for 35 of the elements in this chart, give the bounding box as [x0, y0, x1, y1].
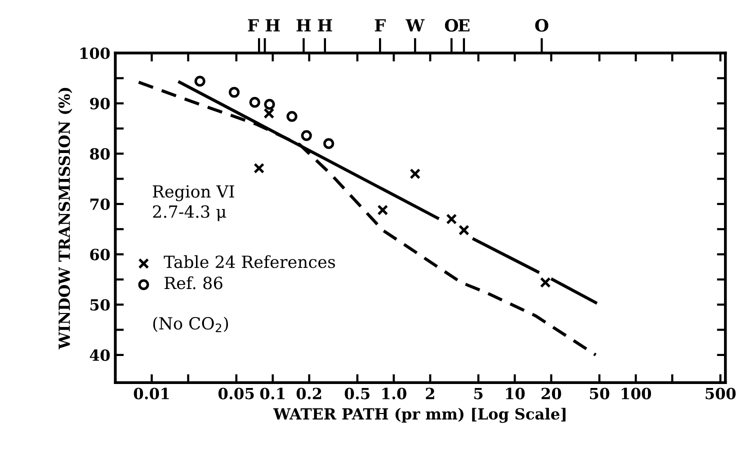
- x-tick-label: 0.05: [218, 388, 254, 400]
- ref-line-label: H: [318, 19, 332, 32]
- x-tick-label: 500: [706, 388, 736, 400]
- x-tick-label: 0.5: [344, 388, 370, 400]
- x-tick-label: 1.0: [382, 388, 406, 400]
- annotation: (No CO$_{2}$): [153, 316, 228, 332]
- x-tick-label: 5: [474, 388, 483, 400]
- ref-line-label: H: [296, 19, 311, 32]
- ref-line-label: W: [406, 19, 425, 32]
- x-tick-label: 0.1: [260, 388, 285, 400]
- y-tick-label: 60: [90, 248, 110, 260]
- ref-line-label: E: [458, 19, 470, 32]
- x-tick-label: 0.01: [134, 388, 169, 400]
- ref-line-label: O: [535, 19, 548, 32]
- y-tick-label: 90: [90, 98, 110, 110]
- annotation: Region VI 2.7-4.3 μ: [152, 185, 234, 222]
- legend-label: Ref. 86: [164, 276, 222, 290]
- y-tick-label: 50: [90, 299, 110, 311]
- y-tick-label: 40: [90, 349, 110, 361]
- y-tick-label: 100: [80, 47, 110, 60]
- x-tick-label: 10: [506, 388, 525, 400]
- ref-line-label: F: [248, 19, 259, 32]
- x-tick-label: 50: [590, 388, 610, 400]
- y-axis-title: WINDOW TRANSMISSION (%): [58, 88, 72, 350]
- ref-line-label: F: [374, 19, 386, 32]
- x-tick-label: 20: [542, 388, 562, 400]
- ref-line-label: H: [266, 19, 280, 32]
- x-tick-label: 100: [622, 388, 652, 400]
- y-tick-label: 80: [90, 148, 110, 160]
- x-tick-label: 2: [426, 388, 434, 400]
- ref-line-label: O: [444, 19, 458, 32]
- y-tick-label: 70: [90, 198, 110, 210]
- x-tick-label: 0.2: [296, 388, 322, 400]
- x-axis-title: WATER PATH (pr mm) [Log Scale]: [273, 408, 566, 423]
- legend-label: Table 24 References: [164, 255, 335, 268]
